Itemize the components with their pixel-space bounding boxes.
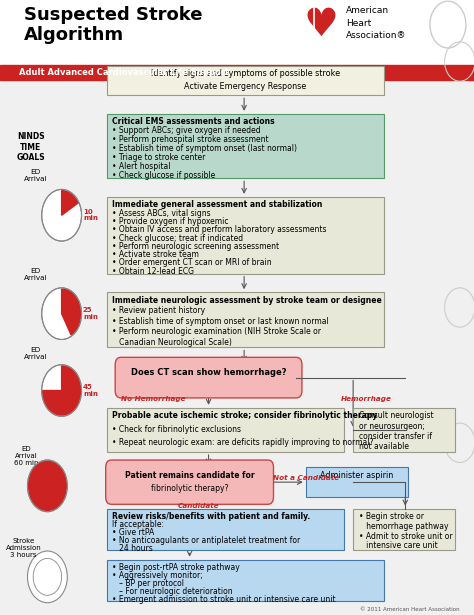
Text: • Assess ABCs, vital signs: • Assess ABCs, vital signs (112, 208, 211, 218)
FancyBboxPatch shape (306, 467, 408, 497)
Text: Does CT scan show hemorrhage?: Does CT scan show hemorrhage? (131, 368, 286, 378)
Text: 10
min: 10 min (83, 209, 98, 221)
Text: Activate Emergency Response: Activate Emergency Response (184, 82, 306, 92)
Text: Critical EMS assessments and actions: Critical EMS assessments and actions (112, 117, 275, 127)
Text: or neurosurgeon;: or neurosurgeon; (359, 422, 425, 430)
Circle shape (27, 551, 67, 603)
Text: • Check glucose; treat if indicated: • Check glucose; treat if indicated (112, 234, 244, 242)
Text: 25
min: 25 min (83, 308, 98, 320)
Text: 24 hours: 24 hours (112, 544, 153, 553)
FancyBboxPatch shape (107, 408, 344, 452)
Wedge shape (28, 461, 66, 510)
Text: • Perform prehospital stroke assessment: • Perform prehospital stroke assessment (112, 135, 269, 144)
Text: • Emergent admission to stroke unit or intensive care unit: • Emergent admission to stroke unit or i… (112, 595, 336, 604)
Text: Immediate general assessment and stabilization: Immediate general assessment and stabili… (112, 200, 323, 210)
Text: Hemorrhage: Hemorrhage (341, 395, 392, 402)
Text: intensive care unit: intensive care unit (359, 541, 438, 550)
Text: Identify signs and symptoms of possible stroke: Identify signs and symptoms of possible … (151, 69, 340, 79)
FancyBboxPatch shape (107, 292, 384, 347)
Wedge shape (62, 191, 78, 215)
Text: • Review patient history: • Review patient history (112, 306, 205, 315)
Text: fibrinolytic therapy?: fibrinolytic therapy? (151, 484, 228, 493)
Circle shape (42, 189, 82, 241)
Text: Consult neurologist: Consult neurologist (359, 411, 433, 421)
Circle shape (27, 460, 67, 512)
Text: American
Heart
Association®: American Heart Association® (346, 6, 407, 40)
Text: Patient remains candidate for: Patient remains candidate for (125, 471, 255, 480)
Text: • Obtain 12-lead ECG: • Obtain 12-lead ECG (112, 267, 194, 276)
Text: • Check glucose if possible: • Check glucose if possible (112, 170, 216, 180)
Text: ED
Arrival: ED Arrival (24, 169, 47, 182)
FancyBboxPatch shape (115, 357, 302, 398)
Text: Candidate: Candidate (178, 502, 219, 509)
FancyBboxPatch shape (353, 408, 455, 452)
Text: • Support ABCs; give oxygen if needed: • Support ABCs; give oxygen if needed (112, 126, 261, 135)
Bar (0, 65, 474, 80)
Text: Canadian Neurological Scale): Canadian Neurological Scale) (112, 338, 232, 347)
Text: Adult Advanced Cardiovascular Life Support: Adult Advanced Cardiovascular Life Suppo… (19, 68, 229, 77)
Text: Probable acute ischemic stroke; consider fibrinolytic therapy: Probable acute ischemic stroke; consider… (112, 411, 378, 421)
Text: • Establish time of symptom onset or last known normal: • Establish time of symptom onset or las… (112, 317, 329, 326)
FancyBboxPatch shape (107, 197, 384, 274)
Text: • Perform neurologic screening assessment: • Perform neurologic screening assessmen… (112, 242, 280, 251)
Text: • Aggressively monitor;: • Aggressively monitor; (112, 571, 203, 580)
Text: • Triage to stroke center: • Triage to stroke center (112, 153, 206, 162)
Text: • Perform neurologic examination (NIH Stroke Scale or: • Perform neurologic examination (NIH St… (112, 327, 321, 336)
Text: • Establish time of symptom onset (last normal): • Establish time of symptom onset (last … (112, 144, 297, 153)
Text: – For neurologic deterioration: – For neurologic deterioration (112, 587, 233, 596)
FancyBboxPatch shape (107, 560, 384, 601)
Text: ED
Arrival: ED Arrival (24, 268, 47, 280)
Circle shape (42, 365, 82, 416)
Text: ED
Arrival: ED Arrival (24, 347, 47, 360)
Text: • Admit to stroke unit or: • Admit to stroke unit or (359, 532, 453, 541)
Text: ♥: ♥ (303, 6, 338, 44)
Text: If acceptable:: If acceptable: (112, 520, 164, 529)
FancyBboxPatch shape (107, 114, 384, 178)
Text: • Give rtPA: • Give rtPA (112, 528, 155, 537)
Text: Review risks/benefits with patient and family.: Review risks/benefits with patient and f… (112, 512, 310, 522)
Text: consider transfer if: consider transfer if (359, 432, 432, 441)
FancyBboxPatch shape (106, 460, 273, 504)
Text: – BP per protocol: – BP per protocol (112, 579, 184, 588)
Text: © 2011 American Heart Association: © 2011 American Heart Association (360, 607, 460, 612)
Wedge shape (62, 289, 81, 335)
Text: • No anticoagulants or antiplatelet treatment for: • No anticoagulants or antiplatelet trea… (112, 536, 301, 545)
Text: • Obtain IV access and perform laboratory assessments: • Obtain IV access and perform laborator… (112, 225, 327, 234)
Text: • Alert hospital: • Alert hospital (112, 162, 171, 171)
Text: • Check for fibrinolytic exclusions: • Check for fibrinolytic exclusions (112, 425, 241, 434)
Circle shape (42, 288, 82, 339)
Text: Immediate neurologic assessment by stroke team or designee: Immediate neurologic assessment by strok… (112, 296, 382, 305)
Text: 45
min: 45 min (83, 384, 98, 397)
Text: No Hemorrhage: No Hemorrhage (121, 395, 185, 402)
Text: NINDS
TIME
GOALS: NINDS TIME GOALS (17, 132, 45, 162)
Wedge shape (43, 366, 81, 415)
Text: • Order emergent CT scan or MRI of brain: • Order emergent CT scan or MRI of brain (112, 258, 272, 268)
Text: • Begin stroke or: • Begin stroke or (359, 512, 424, 522)
Text: Algorithm: Algorithm (24, 26, 124, 44)
FancyBboxPatch shape (107, 509, 344, 550)
Text: • Activate stroke team: • Activate stroke team (112, 250, 199, 259)
Bar (0, 0, 474, 65)
Text: • Repeat neurologic exam: are deficits rapidly improving to normal?: • Repeat neurologic exam: are deficits r… (112, 438, 374, 447)
Text: Not a Candidate: Not a Candidate (273, 475, 339, 482)
Text: Stroke
Admission
3 hours: Stroke Admission 3 hours (6, 538, 42, 558)
Text: Suspected Stroke: Suspected Stroke (24, 6, 202, 24)
Text: not available: not available (359, 442, 409, 451)
FancyBboxPatch shape (353, 509, 455, 550)
Text: • Begin post-rtPA stroke pathway: • Begin post-rtPA stroke pathway (112, 563, 240, 573)
FancyBboxPatch shape (107, 66, 384, 95)
Text: Administer aspirin: Administer aspirin (320, 471, 393, 480)
Text: ED
Arrival
60 min: ED Arrival 60 min (14, 446, 38, 466)
Text: • Provide oxygen if hypoxemic: • Provide oxygen if hypoxemic (112, 217, 229, 226)
Text: hemorrhage pathway: hemorrhage pathway (359, 522, 448, 531)
